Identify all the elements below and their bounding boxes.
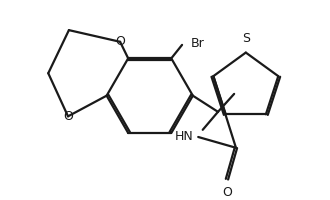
- Text: O: O: [63, 110, 73, 123]
- Text: O: O: [115, 35, 125, 48]
- Text: O: O: [222, 186, 232, 199]
- Text: S: S: [242, 32, 250, 45]
- Text: Br: Br: [191, 37, 205, 50]
- Text: HN: HN: [175, 130, 194, 143]
